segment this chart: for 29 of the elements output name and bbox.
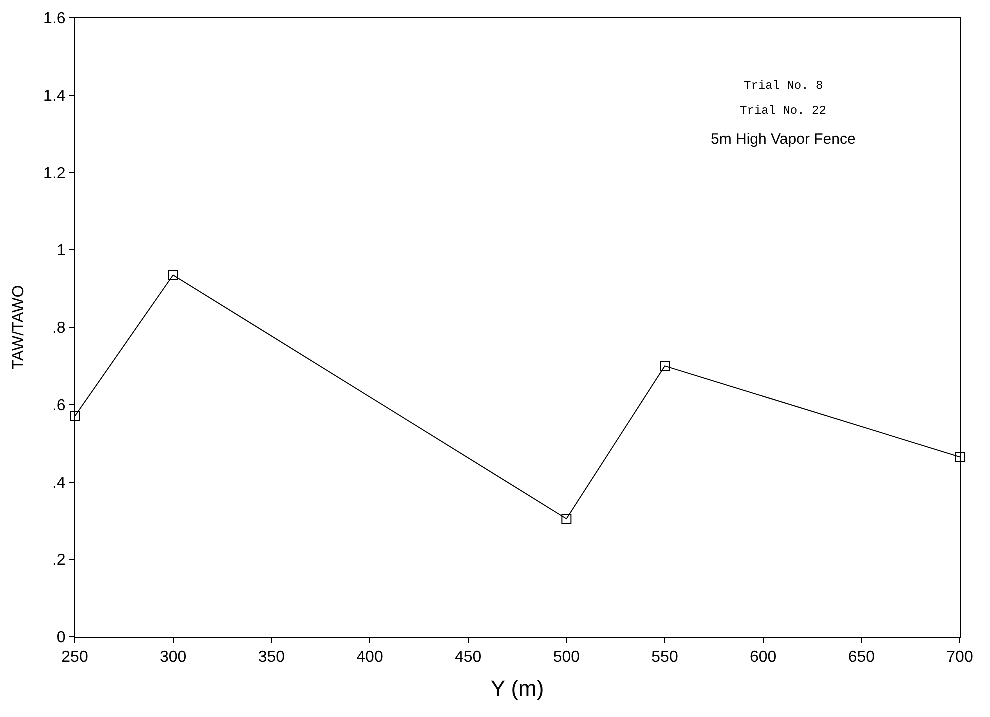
y-tick-label: .6 — [52, 397, 66, 414]
y-tick-label: .4 — [52, 474, 66, 492]
y-tick-label: 1.4 — [44, 88, 66, 105]
point — [660, 361, 670, 372]
point — [168, 270, 178, 280]
y-tick-label: 0 — [56, 630, 66, 647]
y-tick-label: .2 — [52, 552, 66, 570]
x-axis-title: Y (m) — [490, 676, 544, 702]
x-tick-label: 600 — [750, 649, 777, 666]
y-tick-label: 1.6 — [44, 10, 66, 28]
point — [955, 452, 965, 462]
y-tick-label: 1.2 — [44, 165, 66, 182]
x-tick-label: 450 — [454, 649, 482, 666]
x-tick-label: 400 — [356, 649, 384, 666]
annotation: Trial No. 8 — [744, 79, 824, 93]
x-tick-label: 300 — [160, 649, 187, 666]
annotation: 5m High Vapor Fence — [711, 131, 856, 148]
x-tick-label: 700 — [946, 649, 974, 666]
x-tick-label: 550 — [652, 649, 678, 666]
annotation: Trial No. 22 — [740, 104, 826, 118]
y-axis-title: TAW/TAWO — [10, 285, 28, 370]
point — [562, 514, 572, 524]
x-tick-label: 500 — [553, 649, 580, 666]
x-tick-label: 250 — [62, 649, 88, 666]
x-tick-label: 650 — [848, 649, 876, 666]
point — [70, 411, 80, 422]
x-tick-label: 350 — [258, 649, 286, 666]
y-tick-label: .8 — [52, 320, 66, 338]
y-tick-label: 1 — [56, 242, 66, 260]
